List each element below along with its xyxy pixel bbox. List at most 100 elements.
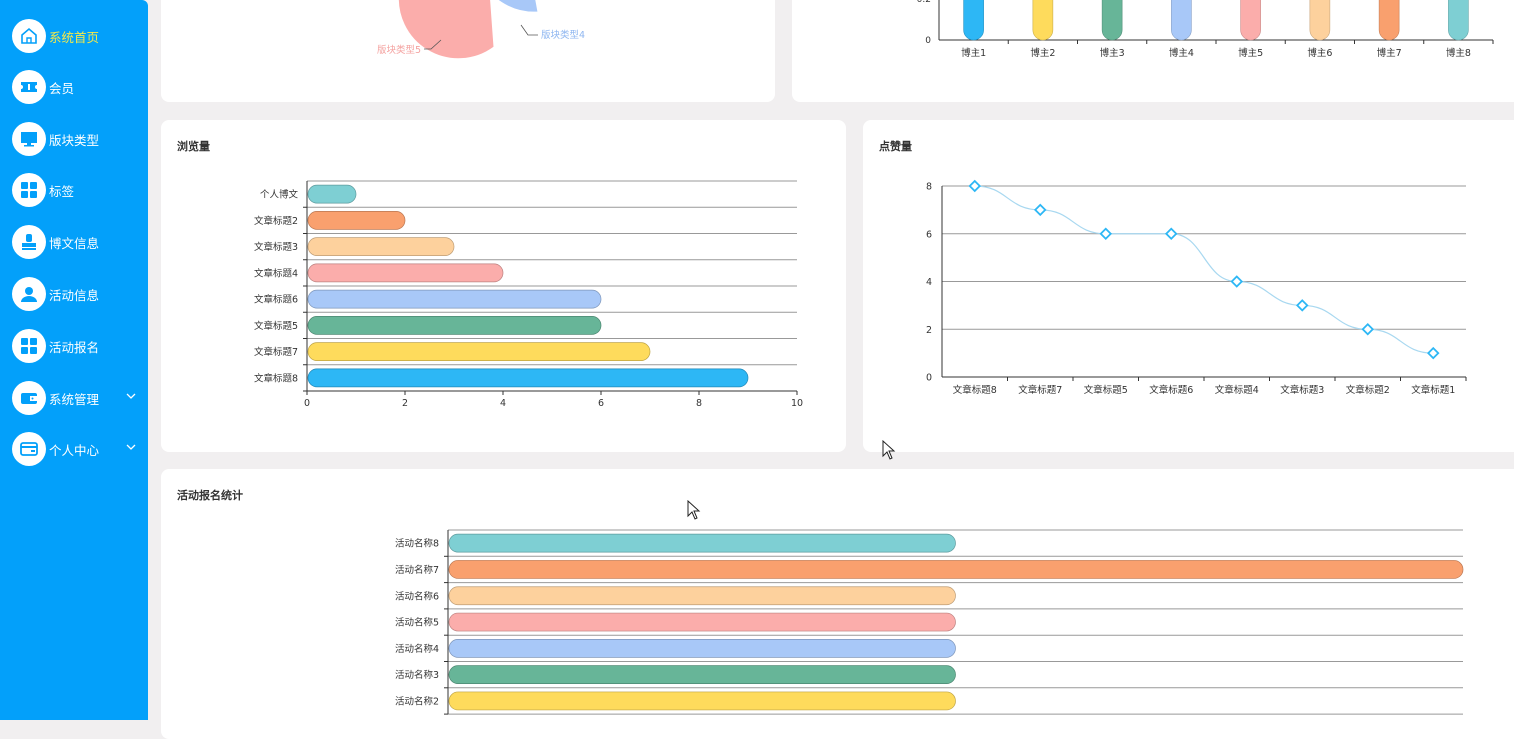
bar (307, 211, 406, 230)
bar (448, 533, 956, 553)
data-point[interactable] (1230, 275, 1244, 288)
sidebar-item-members[interactable]: 会员 (12, 69, 142, 105)
sidebar-item-blog-posts[interactable]: 博文信息 (12, 224, 142, 260)
y-tick-label: 0 (925, 36, 931, 46)
sidebar-item-activities[interactable]: 活动信息 (12, 276, 142, 312)
sidebar-item-label: 活动报名 (49, 339, 100, 355)
bar (307, 342, 651, 361)
y-tick-label: 活动名称8 (395, 538, 439, 550)
y-tick-label: 文章标题2 (254, 215, 298, 227)
y-tick-label: 6 (926, 229, 932, 240)
sidebar-item-label: 会员 (49, 80, 75, 96)
sidebar-item-label: 系统首页 (49, 29, 100, 45)
x-tick-label: 文章标题3 (1280, 384, 1324, 396)
pie-slice (497, 0, 539, 13)
bar (448, 612, 956, 632)
data-point[interactable] (968, 179, 982, 193)
wallet-icon (12, 381, 46, 415)
x-tick-label: 文章标题8 (953, 384, 997, 396)
pie-label-line (520, 24, 538, 36)
bar (1448, 0, 1469, 41)
x-tick-label: 2 (402, 398, 408, 409)
bar (1309, 0, 1331, 41)
monitor-icon (12, 122, 46, 156)
x-tick-label: 博主4 (1169, 47, 1194, 59)
mouse-cursor-icon (687, 500, 701, 520)
grid-icon (12, 173, 46, 207)
y-tick-label: 2 (926, 325, 932, 336)
x-tick-label: 8 (696, 398, 702, 409)
sidebar-item-home[interactable]: 系统首页 (12, 18, 142, 54)
data-point[interactable] (1361, 322, 1375, 336)
x-tick-label: 文章标题6 (1149, 384, 1193, 396)
bar (448, 665, 956, 684)
y-tick-label: 文章标题4 (254, 267, 298, 279)
x-tick-label: 博主7 (1377, 47, 1402, 59)
y-tick-label: 活动名称2 (395, 695, 439, 707)
sidebar-item-system-management[interactable]: 系统管理 (12, 380, 142, 416)
sidebar-item-section-types[interactable]: 版块类型 (12, 121, 142, 157)
x-tick-label: 文章标题7 (1018, 384, 1062, 396)
likes-line-chart: 0 2 4 6 8 文章标题8 文章标题7 文章标题5 文章标题6 文章标题4 文章标题3 文章标题2… (926, 179, 1467, 396)
bar (307, 368, 749, 388)
y-tick-label: 文章标题6 (254, 294, 298, 306)
y-tick-label: 活动名称4 (395, 643, 439, 655)
bar (448, 586, 956, 606)
bar (1032, 0, 1054, 41)
sidebar-item-label: 系统管理 (49, 391, 100, 407)
x-tick-label: 6 (598, 398, 604, 409)
bar (448, 560, 1464, 579)
series-line (974, 185, 1434, 354)
signup-chart-card: 活动报名统计 活动名称8 活动名称7 活动名称6 活动名称5 活动名称4 活动名称3 活动名… (161, 469, 1514, 739)
sidebar-item-personal-center[interactable]: 个人中心 (12, 431, 142, 467)
bar (1171, 0, 1192, 41)
data-point[interactable] (1099, 227, 1113, 241)
x-tick-label: 博主8 (1446, 47, 1471, 59)
bar (448, 639, 956, 658)
bar (448, 691, 956, 711)
y-tick-label: 0.2 (917, 0, 931, 5)
y-tick-label: 文章标题5 (254, 320, 298, 332)
pie-chart: 版块类型5 版块类型4 (377, 0, 585, 60)
sidebar-item-label: 标签 (49, 183, 75, 199)
pie-chart-card: 版块类型5 版块类型4 (161, 0, 775, 102)
pie-label: 版块类型4 (541, 29, 585, 41)
x-tick-label: 文章标题2 (1346, 384, 1390, 396)
ticket-icon (12, 70, 46, 104)
x-tick-label: 文章标题5 (1084, 384, 1128, 396)
y-tick-label: 0 (926, 373, 932, 384)
y-tick-label: 活动名称7 (395, 564, 439, 576)
bar (307, 316, 602, 335)
sidebar-item-label: 版块类型 (49, 132, 100, 148)
mouse-cursor-icon (882, 440, 896, 460)
x-tick-label: 文章标题1 (1411, 384, 1455, 396)
bar (307, 184, 357, 204)
y-tick-label: 个人博文 (260, 189, 299, 201)
x-tick-label: 博主6 (1307, 47, 1332, 59)
y-tick-label: 活动名称3 (395, 669, 439, 681)
x-tick-label: 文章标题4 (1215, 384, 1259, 396)
chevron-down-icon (126, 444, 136, 450)
y-tick-label: 4 (926, 277, 932, 288)
data-point[interactable] (1164, 227, 1178, 241)
chart-title: 活动报名统计 (177, 489, 243, 502)
likes-chart-card: 点赞量 0 2 4 6 8 文章标题8 文章标题7 文章标题5 文章标题6 文章标题4 文章标题3 文… (863, 120, 1514, 452)
grid-icon (12, 329, 46, 363)
x-tick-label: 10 (791, 398, 803, 409)
bar (1101, 0, 1123, 41)
card-icon (12, 432, 46, 466)
data-point[interactable] (1033, 203, 1047, 217)
pie-label: 版块类型5 (377, 44, 421, 56)
x-tick-label: 博主1 (961, 47, 986, 59)
x-tick-label: 博主3 (1100, 47, 1125, 59)
user-icon (12, 277, 46, 311)
sidebar-item-activity-signup[interactable]: 活动报名 (12, 328, 142, 364)
views-chart-card: 浏览量 个人博文 文章标题2 文章标题3 文章标题4 文章标题6 文章标题5 文章标题7 文章… (161, 120, 846, 452)
data-point[interactable] (1295, 299, 1309, 312)
blogger-bar-chart: 0 0.2 博主1 博主2 博主3 博主4 博主5 博主6 博主7 博主8 (917, 0, 1494, 59)
sidebar-item-tags[interactable]: 标签 (12, 172, 142, 208)
home-icon (12, 19, 46, 53)
y-tick-label: 文章标题3 (254, 241, 298, 253)
data-point[interactable] (1426, 346, 1440, 360)
y-tick-label: 活动名称5 (395, 617, 439, 629)
